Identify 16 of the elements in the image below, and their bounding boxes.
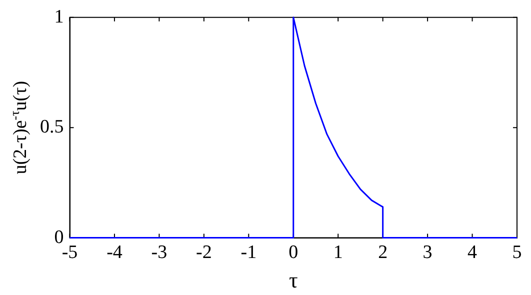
x-tick-label: 1 [333, 242, 343, 264]
y-tick-label: 0.5 [40, 116, 64, 138]
x-tick-label: -1 [240, 242, 257, 264]
x-tick-label: -3 [151, 242, 168, 264]
x-tick-label: -5 [62, 242, 78, 264]
y-tick-label: 1 [54, 6, 64, 28]
x-axis-title: τ [288, 268, 298, 293]
x-tick-label: 4 [468, 242, 478, 264]
x-tick-label: 2 [378, 242, 388, 264]
x-tick-label: -4 [106, 242, 123, 264]
x-tick-label: -2 [196, 242, 212, 264]
x-tick-label: 0 [288, 242, 298, 264]
y-axis-title: u(2-τ)e-τu(τ) [7, 80, 31, 174]
x-tick-label: 3 [422, 242, 432, 264]
x-tick-label: 5 [512, 242, 522, 264]
y-tick-label: 0 [54, 226, 64, 248]
